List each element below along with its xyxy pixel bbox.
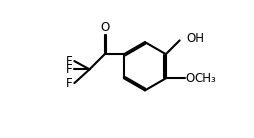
Text: OH: OH — [186, 32, 204, 46]
Text: O: O — [186, 72, 195, 85]
Text: CH₃: CH₃ — [194, 72, 216, 85]
Text: F: F — [66, 77, 73, 90]
Text: O: O — [100, 21, 109, 34]
Text: F: F — [66, 63, 73, 76]
Text: F: F — [66, 55, 73, 68]
